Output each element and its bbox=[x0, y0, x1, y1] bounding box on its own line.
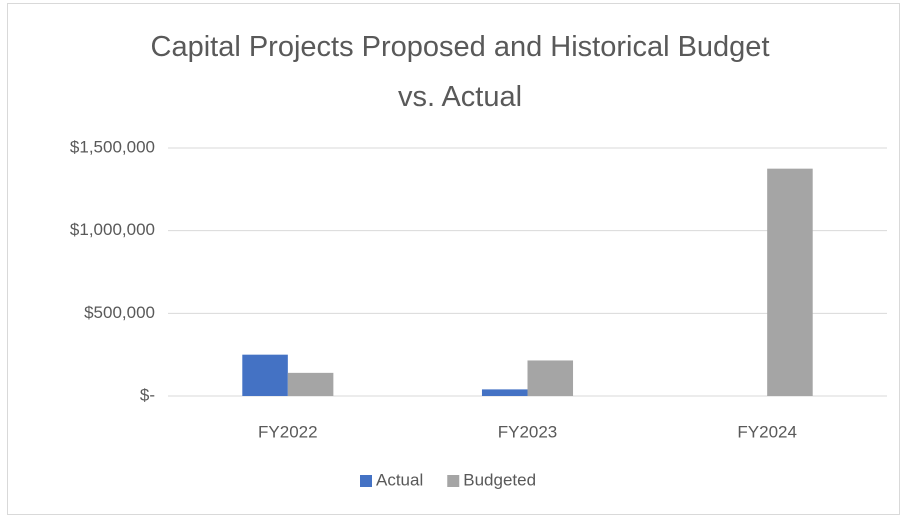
bar bbox=[767, 168, 813, 396]
chart-frame bbox=[7, 3, 900, 515]
bar bbox=[287, 372, 334, 396]
y-tick-label: $1,000,000 bbox=[70, 220, 155, 239]
y-tick-label: $500,000 bbox=[84, 303, 155, 322]
x-tick-label: FY2023 bbox=[498, 422, 558, 441]
legend-label: Budgeted bbox=[463, 470, 536, 489]
x-tick-label: FY2022 bbox=[258, 422, 318, 441]
bar bbox=[481, 389, 528, 396]
bar bbox=[527, 360, 574, 396]
y-tick-label: $- bbox=[140, 385, 155, 404]
legend-swatch bbox=[360, 475, 372, 487]
x-tick-label: FY2024 bbox=[737, 422, 797, 441]
bar bbox=[242, 354, 288, 396]
legend-swatch bbox=[447, 475, 460, 487]
legend-label: Actual bbox=[376, 470, 423, 489]
chart-title: Capital Projects Proposed and Historical… bbox=[150, 31, 770, 113]
y-tick-label: $1,500,000 bbox=[70, 137, 155, 156]
